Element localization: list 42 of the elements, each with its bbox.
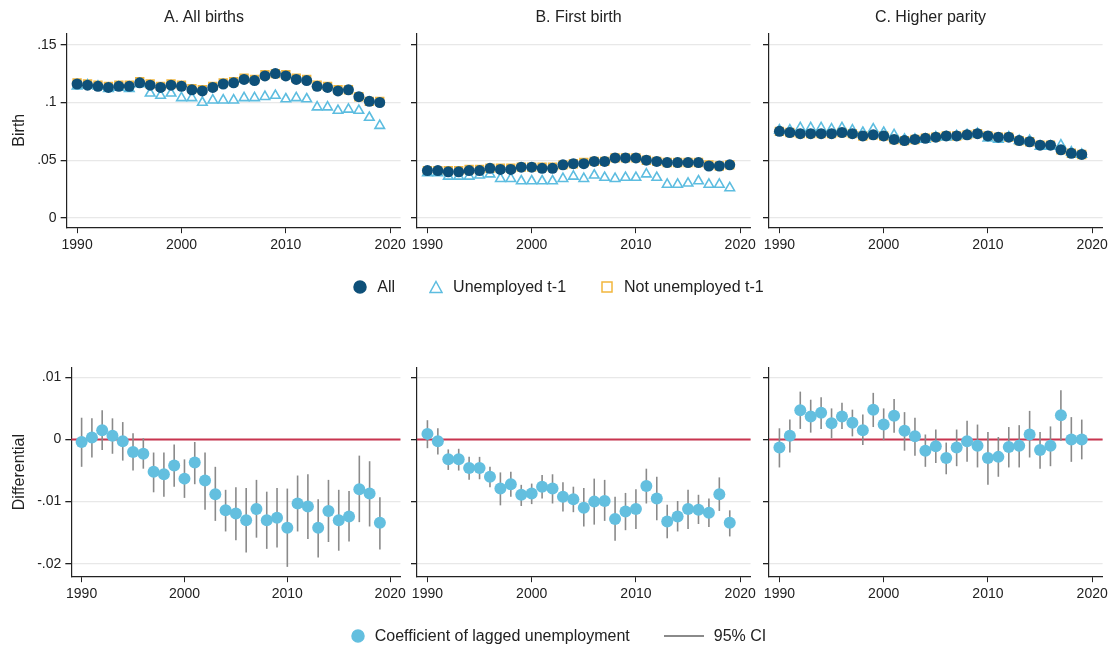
legend-label: Coefficient of lagged unemployment xyxy=(374,627,630,645)
chart-title: C. Higher parity xyxy=(874,8,987,26)
y-tick-label: 0 xyxy=(48,208,57,225)
x-tick-label: 1990 xyxy=(61,236,93,253)
x-tick-label: 2000 xyxy=(516,236,548,253)
y-axis-title: Birth xyxy=(10,113,28,147)
x-tick-label: 2010 xyxy=(620,585,652,602)
y-tick-label: -.01 xyxy=(37,492,62,509)
text: 95% CI xyxy=(713,627,767,645)
x-tick-label: 2010 xyxy=(270,236,302,253)
y-tick-label: .01 xyxy=(41,368,62,385)
chart-title: B. First birth xyxy=(535,8,622,26)
x-tick-label: 1990 xyxy=(411,585,444,602)
x-tick-label: 2020 xyxy=(1076,585,1108,602)
x-tick-label: 2010 xyxy=(620,236,652,253)
legend-label: All xyxy=(377,278,396,296)
y-tick-label: .05 xyxy=(37,151,57,168)
x-tick-label: 2000 xyxy=(165,236,198,253)
x-tick-label: 2020 xyxy=(724,585,756,602)
x-tick-label: 2020 xyxy=(374,236,406,253)
x-tick-label: 2010 xyxy=(972,236,1004,253)
x-tick-label: 1990 xyxy=(763,585,796,602)
y-tick-label: -.02 xyxy=(37,554,62,571)
y-tick-label: 0 xyxy=(53,430,62,447)
x-tick-label: 2020 xyxy=(374,585,406,602)
x-tick-label: 2000 xyxy=(516,585,548,602)
legend-label: Unemployed t-1 xyxy=(453,278,567,296)
x-tick-label: 1990 xyxy=(411,236,444,253)
x-tick-label: 2020 xyxy=(724,236,756,253)
x-tick-label: 1990 xyxy=(66,585,98,602)
x-tick-label: 2020 xyxy=(1076,236,1108,253)
legend-label: Not unemployed t-1 xyxy=(624,278,764,296)
x-tick-label: 2010 xyxy=(271,585,304,602)
x-tick-label: 2000 xyxy=(868,236,900,253)
y-axis-title: Differential xyxy=(10,434,28,511)
x-tick-label: 1990 xyxy=(763,236,796,253)
y-tick-label: .15 xyxy=(37,35,57,52)
chart-title: A. All births xyxy=(163,8,245,26)
x-tick-label: 2000 xyxy=(868,585,900,602)
x-tick-label: 2000 xyxy=(168,585,201,602)
x-tick-label: 2010 xyxy=(972,585,1004,602)
y-tick-label: .1 xyxy=(44,93,57,110)
